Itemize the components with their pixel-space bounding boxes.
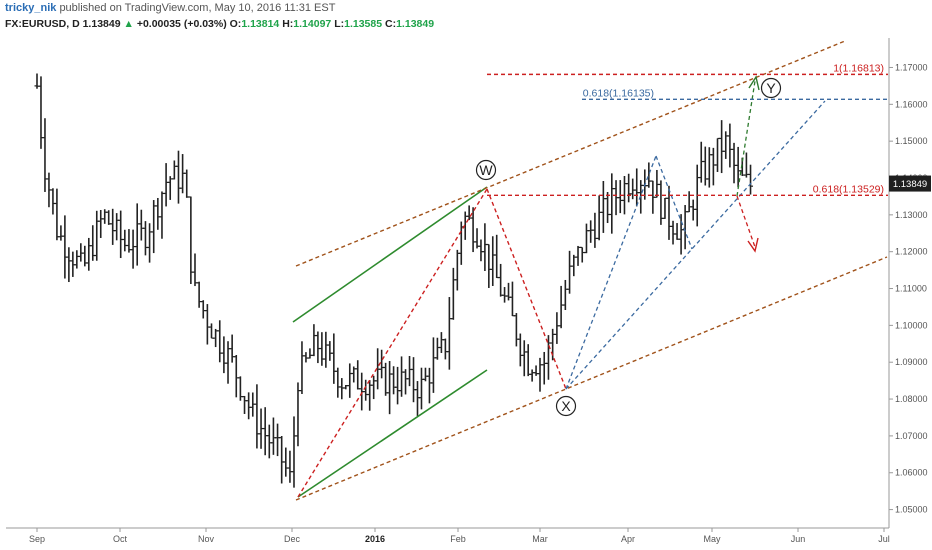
red-projection <box>736 195 756 248</box>
drawings <box>292 40 888 501</box>
time-tick-label: Apr <box>621 534 635 544</box>
red-arrow-head <box>747 237 759 253</box>
time-tick-label: Mar <box>532 534 548 544</box>
price-tick-label: 1.16000 <box>895 99 928 109</box>
blue-projection <box>565 100 826 390</box>
blue-leg-2 <box>655 155 693 250</box>
last-price-box <box>889 175 931 192</box>
symbol-label: FX:EURUSD, D <box>5 18 80 30</box>
axes: 1.170001.160001.150001.140001.130001.120… <box>6 38 928 544</box>
time-tick-label: Jun <box>791 534 806 544</box>
fib-level-label: 0.618(1.13529) <box>813 183 884 195</box>
high-value: 1.14097 <box>293 18 332 30</box>
wave-label-x: X <box>561 398 571 414</box>
chart-labels: 1(1.16813) 0.618(1.16135) 0.618(1.13529) W X… <box>475 62 931 417</box>
published-text: published on TradingView.com, May 10, 20… <box>59 2 336 14</box>
price-tick-label: 1.15000 <box>895 136 928 146</box>
green-projection <box>736 80 756 197</box>
price-tick-label: 1.05000 <box>895 505 928 515</box>
open-label: O: <box>229 18 242 30</box>
green-channel-lower <box>297 369 488 498</box>
wave-label-circle <box>475 159 497 181</box>
time-tick-label: Sep <box>29 534 45 544</box>
price-tick-label: 1.13000 <box>895 210 928 220</box>
time-tick-label: May <box>703 534 721 544</box>
green-channel-upper <box>292 186 488 323</box>
low-label: L: <box>334 18 345 30</box>
fib-level-label: 1(1.16813) <box>833 62 884 74</box>
price-tick-label: 1.10000 <box>895 320 928 330</box>
ohlc-line: FX:EURUSD, D 1.13849 ▲ +0.00035 (+0.03%)… <box>5 18 434 30</box>
up-arrow-icon: ▲ <box>123 18 134 30</box>
price-tick-label: 1.11000 <box>895 284 927 294</box>
brown-channel-upper <box>295 40 846 267</box>
blue-leg-1 <box>565 155 657 390</box>
price-tick-label: 1.12000 <box>895 247 928 257</box>
time-tick-label: Jul <box>878 534 890 544</box>
chart-header: tricky_nik published on TradingView.com,… <box>0 0 932 36</box>
publish-line: tricky_nik published on TradingView.com,… <box>5 2 335 14</box>
time-tick-label: Feb <box>450 534 466 544</box>
close-value: 1.13849 <box>396 18 435 30</box>
price-tick-label: 1.08000 <box>895 394 928 404</box>
low-value: 1.13585 <box>344 18 383 30</box>
open-value: 1.13814 <box>241 18 280 30</box>
time-tick-label: 2016 <box>365 534 385 544</box>
brown-channel-lower <box>295 256 888 501</box>
time-tick-label: Dec <box>284 534 301 544</box>
price-tick-label: 1.17000 <box>895 62 928 72</box>
last-price: 1.13849 <box>82 18 121 30</box>
green-arrow-head <box>748 75 760 91</box>
wave-label-circle <box>760 77 782 99</box>
time-tick-label: Nov <box>198 534 215 544</box>
wave-leg-w <box>297 188 488 498</box>
wave-label-y: Y <box>766 80 776 96</box>
fib-level-label: 0.618(1.16135) <box>583 87 654 99</box>
high-label: H: <box>282 18 294 30</box>
wave-leg-x <box>486 188 567 390</box>
last-price-label: 1.13849 <box>893 179 927 190</box>
wave-label-w: W <box>479 162 493 178</box>
price-tick-label: 1.06000 <box>895 468 928 478</box>
wave-label-circle <box>555 395 577 417</box>
author-link[interactable]: tricky_nik <box>5 2 57 14</box>
price-tick-label: 1.09000 <box>895 357 928 367</box>
price-tick-label: 1.07000 <box>895 431 928 441</box>
time-tick-label: Oct <box>113 534 128 544</box>
close-label: C: <box>385 18 397 30</box>
change-value: +0.00035 (+0.03%) <box>136 18 227 30</box>
ohlc-bars <box>34 73 754 488</box>
